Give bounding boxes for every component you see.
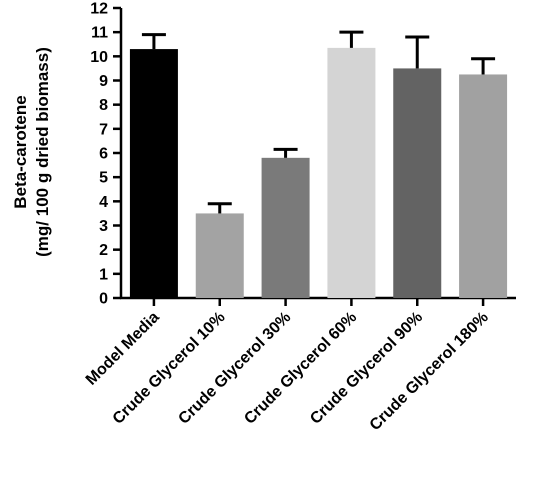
- bar: [327, 47, 376, 298]
- y-tick-label: 10: [90, 49, 108, 66]
- y-axis-title: Beta-carotene (mg/ 100 g dried biomass): [11, 47, 52, 257]
- y-axis-title-line-1: Beta-carotene: [11, 95, 30, 208]
- bar: [195, 213, 244, 298]
- bar: [459, 74, 508, 298]
- x-tick-label: Crude Glycerol 90%: [307, 309, 426, 428]
- x-tick-label: Crude Glycerol 60%: [241, 309, 360, 428]
- y-tick-label: 9: [99, 73, 108, 90]
- y-tick-label: 3: [99, 218, 108, 235]
- bar: [261, 157, 310, 298]
- y-tick-label: 5: [99, 170, 108, 187]
- y-axis-title-line-2: (mg/ 100 g dried biomass): [33, 47, 52, 257]
- x-tick-label: Crude Glycerol 30%: [175, 309, 294, 428]
- y-tick-label: 11: [91, 25, 108, 42]
- y-tick-label: 1: [99, 266, 108, 283]
- y-tick-label: 2: [99, 242, 108, 259]
- y-tick-label: 8: [99, 97, 108, 114]
- y-tick-label: 4: [99, 194, 108, 211]
- x-tick-label: Crude Glycerol 180%: [367, 309, 492, 434]
- x-tick-label: Crude Glycerol 10%: [110, 309, 229, 428]
- y-tick-label: 7: [99, 121, 108, 138]
- y-tick-label: 12: [90, 1, 108, 18]
- bar: [129, 49, 178, 299]
- bar: [393, 68, 442, 299]
- y-tick-label: 6: [99, 146, 108, 163]
- y-tick-label: 0: [99, 291, 108, 308]
